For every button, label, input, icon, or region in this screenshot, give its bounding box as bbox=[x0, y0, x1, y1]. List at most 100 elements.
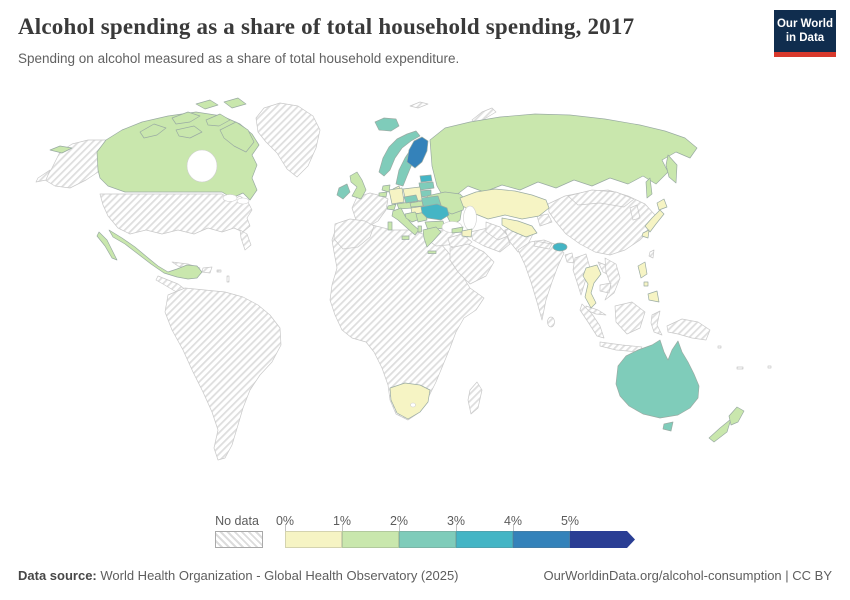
owid-logo[interactable]: Our World in Data bbox=[774, 10, 836, 57]
legend-color-scale[interactable] bbox=[285, 531, 635, 548]
region-borneo[interactable] bbox=[614, 301, 646, 335]
region-turkmenistan[interactable] bbox=[485, 221, 509, 241]
country-estonia[interactable] bbox=[419, 174, 433, 183]
country-australia-tasmania[interactable] bbox=[662, 421, 674, 432]
region-france[interactable] bbox=[351, 192, 389, 229]
no-data-swatch[interactable] bbox=[215, 531, 263, 548]
country-switzerland[interactable] bbox=[386, 203, 397, 211]
legend-band-5-plus[interactable] bbox=[570, 531, 635, 548]
country-russia[interactable] bbox=[429, 113, 698, 227]
country-russia-sakhalin[interactable] bbox=[645, 177, 653, 199]
country-uzbekistan[interactable] bbox=[501, 217, 538, 238]
country-new-zealand-south[interactable] bbox=[708, 418, 732, 443]
data-source-text: World Health Organization - Global Healt… bbox=[96, 568, 459, 583]
region-greenland[interactable] bbox=[255, 102, 321, 178]
country-italy-sicily[interactable] bbox=[401, 235, 410, 240]
country-canada-island-3[interactable] bbox=[205, 113, 231, 127]
country-norway[interactable] bbox=[378, 130, 421, 177]
region-korea[interactable] bbox=[629, 204, 641, 221]
country-canada-north-island-2[interactable] bbox=[223, 97, 247, 109]
country-philippines-mindanao[interactable] bbox=[647, 290, 660, 303]
region-nepal[interactable] bbox=[533, 240, 553, 250]
region-svalbard[interactable] bbox=[409, 101, 429, 109]
country-greece[interactable] bbox=[422, 226, 442, 248]
region-myanmar[interactable] bbox=[572, 253, 591, 296]
region-hispaniola[interactable] bbox=[201, 266, 213, 274]
region-madagascar[interactable] bbox=[467, 381, 483, 415]
country-thailand[interactable] bbox=[582, 264, 602, 309]
region-kyrgyzstan[interactable] bbox=[536, 213, 553, 227]
region-sulawesi[interactable] bbox=[650, 310, 663, 336]
country-philippines-luzon[interactable] bbox=[637, 261, 648, 279]
region-florida[interactable] bbox=[239, 229, 252, 251]
country-latvia[interactable] bbox=[418, 181, 435, 191]
country-finland[interactable] bbox=[406, 136, 429, 169]
region-fiji[interactable] bbox=[767, 365, 772, 369]
legend-band-4-5[interactable] bbox=[513, 531, 570, 548]
country-mexico-baja[interactable] bbox=[96, 231, 118, 261]
legend-tick-3: 3% bbox=[446, 514, 466, 528]
country-germany[interactable] bbox=[388, 187, 405, 205]
region-java[interactable] bbox=[599, 341, 643, 353]
legend-band-2-3[interactable] bbox=[399, 531, 456, 548]
great-lake-1 bbox=[222, 194, 238, 202]
legend-tick-2: 2% bbox=[389, 514, 409, 528]
country-iceland[interactable] bbox=[374, 117, 400, 132]
region-iberia[interactable] bbox=[333, 218, 375, 250]
region-mongolia[interactable] bbox=[567, 189, 635, 208]
region-sri-lanka[interactable] bbox=[547, 316, 555, 328]
country-united-kingdom[interactable] bbox=[349, 171, 367, 200]
country-albania[interactable] bbox=[417, 225, 422, 233]
hudson-bay bbox=[186, 149, 218, 183]
legend-tickmark-3 bbox=[456, 525, 457, 531]
country-canada-island-2[interactable] bbox=[171, 111, 201, 125]
country-greece-crete[interactable] bbox=[427, 250, 437, 254]
region-antilles[interactable] bbox=[226, 275, 230, 283]
country-philippines-visayas[interactable] bbox=[643, 281, 649, 287]
legend-band-1-2[interactable] bbox=[342, 531, 399, 548]
legend-tickmark-2 bbox=[399, 525, 400, 531]
region-puerto-rico[interactable] bbox=[216, 269, 222, 273]
country-south-africa[interactable] bbox=[389, 382, 431, 420]
region-new-caledonia[interactable] bbox=[736, 366, 744, 370]
country-canada-north-island-1[interactable] bbox=[195, 99, 219, 110]
country-russia-kamchatka[interactable] bbox=[665, 154, 678, 184]
country-netherlands[interactable] bbox=[381, 184, 391, 193]
country-czechia[interactable] bbox=[403, 194, 419, 204]
country-bhutan[interactable] bbox=[552, 242, 568, 252]
region-bangladesh[interactable] bbox=[564, 252, 575, 264]
region-taiwan[interactable] bbox=[648, 249, 655, 259]
region-india[interactable] bbox=[517, 239, 565, 321]
country-japan-hokkaido[interactable] bbox=[656, 198, 668, 211]
country-italy-sardinia[interactable] bbox=[387, 221, 393, 231]
country-azerbaijan[interactable] bbox=[461, 228, 473, 238]
footer-credit[interactable]: OurWorldinData.org/alcohol-consumption |… bbox=[543, 568, 832, 583]
country-belgium[interactable] bbox=[378, 191, 388, 198]
country-mexico[interactable] bbox=[108, 229, 203, 280]
region-cambodia[interactable] bbox=[599, 282, 612, 294]
region-new-guinea[interactable] bbox=[666, 318, 711, 341]
country-russia-wrangel[interactable] bbox=[49, 145, 73, 154]
country-ireland[interactable] bbox=[336, 183, 351, 200]
legend-band-3-4[interactable] bbox=[456, 531, 513, 548]
legend-tick-1: 1% bbox=[332, 514, 352, 528]
region-south-america[interactable] bbox=[164, 287, 282, 461]
country-canada-baffin-island[interactable] bbox=[219, 121, 255, 153]
region-vietnam[interactable] bbox=[604, 257, 621, 301]
country-italy[interactable] bbox=[391, 207, 420, 236]
region-arabia[interactable] bbox=[449, 243, 495, 285]
country-romania[interactable] bbox=[420, 203, 450, 221]
country-canada-victoria-island[interactable] bbox=[175, 125, 203, 139]
region-sumatra[interactable] bbox=[579, 303, 605, 339]
region-aleutians[interactable] bbox=[35, 169, 51, 183]
great-lake-2 bbox=[236, 197, 250, 205]
country-japan-kyushu[interactable] bbox=[641, 229, 650, 239]
country-japan-honshu[interactable] bbox=[644, 209, 665, 233]
caspian-sea bbox=[463, 205, 477, 231]
country-canada[interactable] bbox=[96, 111, 260, 201]
country-new-zealand-north[interactable] bbox=[728, 406, 745, 426]
country-australia[interactable] bbox=[615, 339, 700, 419]
legend-band-0-1[interactable] bbox=[285, 531, 342, 548]
country-canada-island-1[interactable] bbox=[139, 123, 167, 139]
region-solomons[interactable] bbox=[717, 345, 722, 349]
